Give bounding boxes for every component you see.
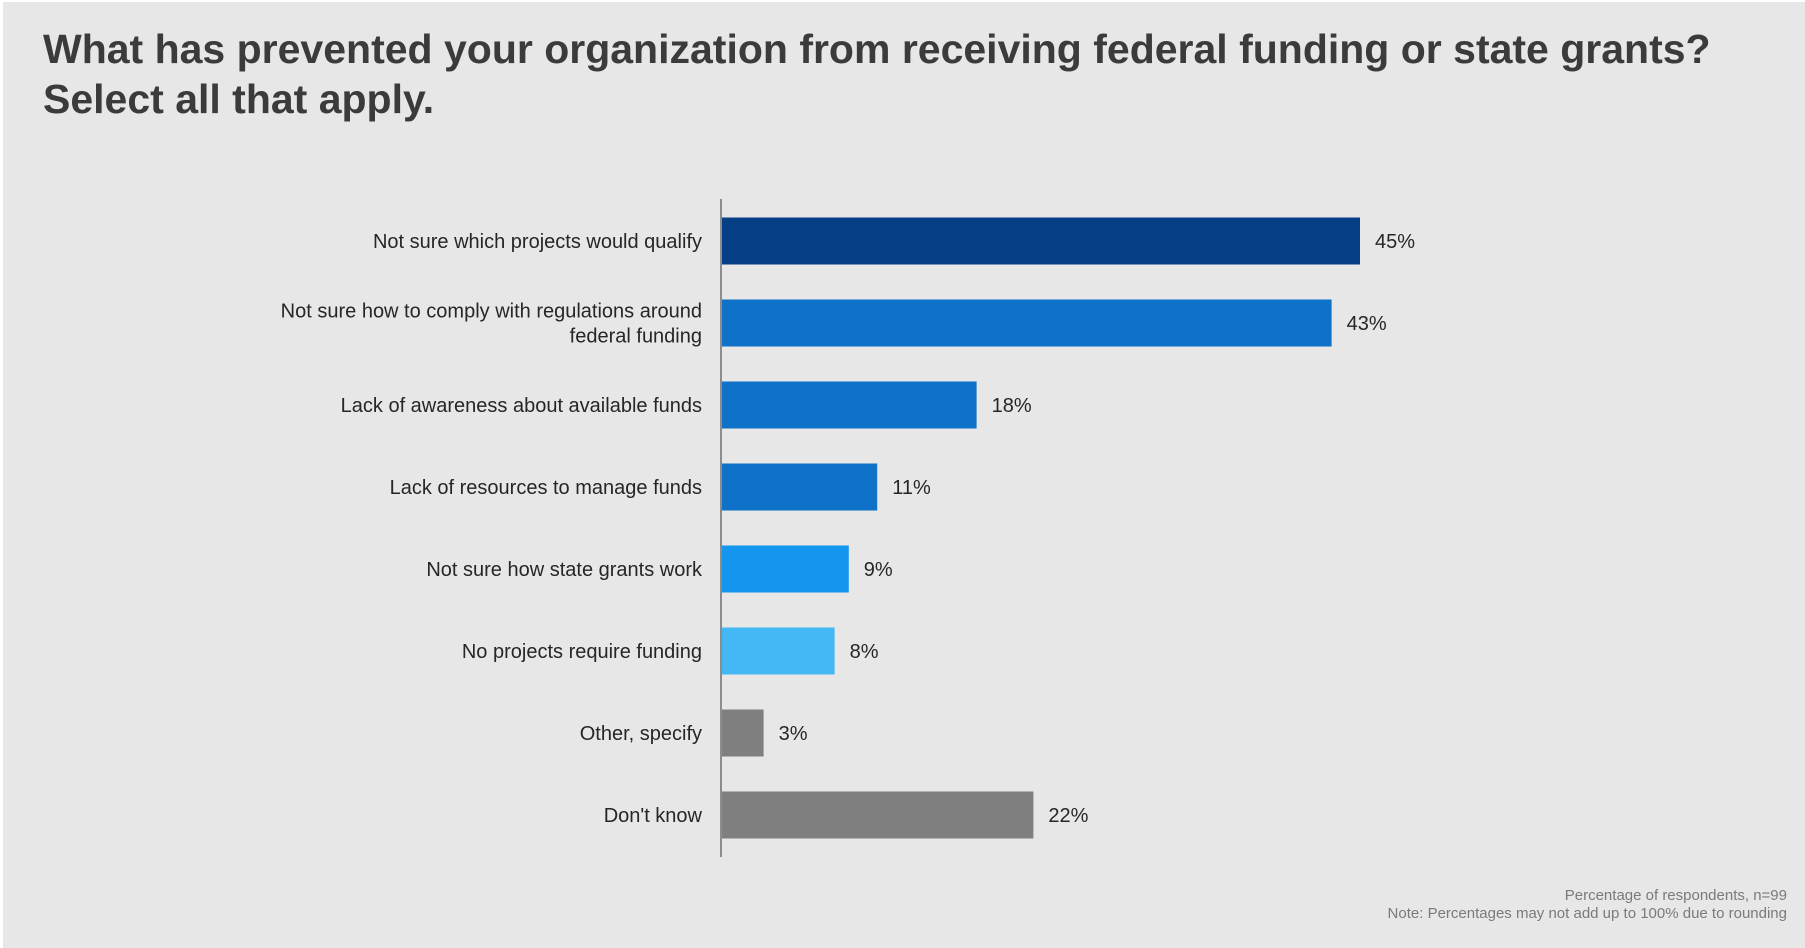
category-label-5: Not sure how state grants work — [426, 559, 703, 581]
bar-3 — [721, 381, 977, 429]
chart-slide: What has prevented your organization fro… — [3, 2, 1805, 948]
category-label-6-line-1: No projects require funding — [462, 641, 702, 663]
chart-title: What has prevented your organization fro… — [43, 24, 1763, 124]
rounding-note: Note: Percentages may not add up to 100%… — [1387, 905, 1787, 922]
category-label-2-line-1: Not sure how to comply with regulations … — [281, 301, 702, 323]
bar-8 — [721, 791, 1034, 839]
chart-footnote: Percentage of respondents, n=99 Note: Pe… — [1388, 887, 1787, 923]
bar-2 — [721, 299, 1332, 347]
category-label-1-line-1: Not sure which projects would qualify — [373, 231, 702, 253]
category-label-3: Lack of awareness about available funds — [341, 395, 702, 417]
respondents-note: Percentage of respondents, n=99 — [1564, 887, 1787, 904]
category-label-8: Don't know — [604, 805, 703, 827]
value-label-4: 11% — [892, 477, 931, 499]
category-label-3-line-1: Lack of awareness about available funds — [341, 395, 702, 417]
category-label-1: Not sure which projects would qualify — [373, 231, 702, 253]
category-label-7-line-1: Other, specify — [580, 723, 702, 745]
bar-5 — [721, 545, 849, 593]
value-label-3: 18% — [992, 395, 1032, 417]
value-label-8: 22% — [1048, 805, 1088, 827]
category-label-4-line-1: Lack of resources to manage funds — [390, 477, 702, 499]
value-label-6: 8% — [850, 641, 879, 663]
bar-4 — [721, 463, 878, 511]
value-label-5: 9% — [864, 559, 893, 581]
chart-title-line-2: Select all that apply. — [43, 76, 435, 122]
category-label-8-line-1: Don't know — [604, 805, 703, 827]
value-label-2: 43% — [1347, 313, 1387, 335]
category-label-4: Lack of resources to manage funds — [390, 477, 702, 499]
category-label-2-line-2: federal funding — [570, 326, 702, 348]
bar-6 — [721, 627, 835, 675]
chart-title-line-1: What has prevented your organization fro… — [43, 26, 1711, 72]
category-label-7: Other, specify — [580, 723, 702, 745]
bar-1 — [721, 217, 1360, 265]
value-label-1: 45% — [1375, 231, 1415, 253]
bar-7 — [721, 709, 764, 757]
value-label-7: 3% — [779, 723, 808, 745]
bar-chart: 45% Not sure which projects would qualify… — [281, 199, 1415, 857]
category-label-2: Not sure how to comply with regulations … — [281, 301, 702, 348]
category-label-5-line-1: Not sure how state grants work — [426, 559, 703, 581]
category-label-6: No projects require funding — [462, 641, 702, 663]
